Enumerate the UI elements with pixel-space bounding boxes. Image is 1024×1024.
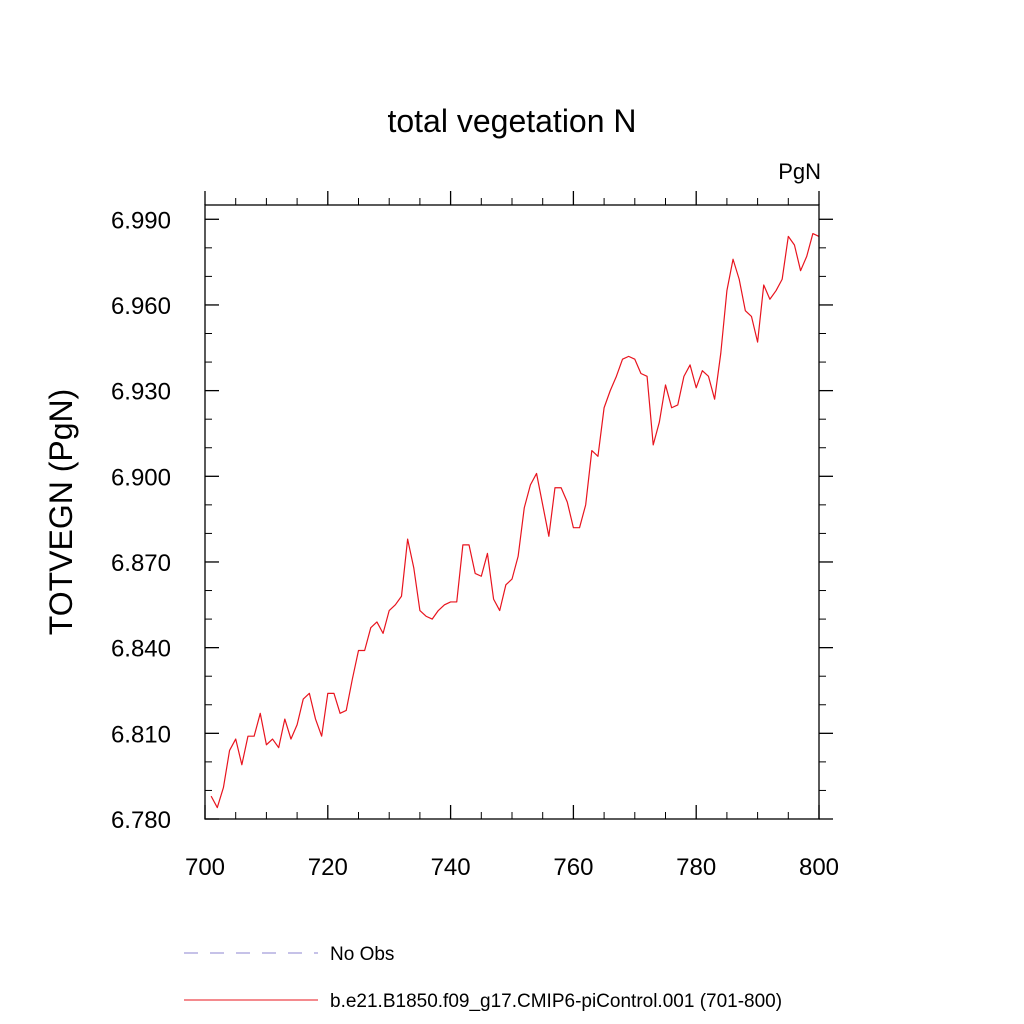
plot-frame bbox=[204, 204, 820, 820]
y-tick-label: 6.780 bbox=[111, 807, 171, 834]
y-tick-label: 6.900 bbox=[111, 464, 171, 491]
series-line-model bbox=[210, 232, 820, 809]
x-tick-label: 720 bbox=[308, 854, 348, 881]
y-axis-label: TOTVEGN (PgN) bbox=[43, 389, 79, 636]
y-tick-label: 6.810 bbox=[111, 721, 171, 748]
series-layer bbox=[210, 232, 820, 809]
tick-layer: 700 720 740 760 780 800 6.780 6.810 6.840 6.870 6.… bbox=[111, 191, 839, 881]
chart-title: total vegetation N bbox=[387, 103, 636, 139]
x-tick-label: 740 bbox=[431, 854, 471, 881]
x-tick-label: 780 bbox=[676, 854, 716, 881]
y-tick-label: 6.990 bbox=[111, 207, 171, 234]
legend-label-model: b.e21.B1850.f09_g17.CMIP6-piControl.001 … bbox=[330, 991, 782, 1012]
y-tick-label: 6.930 bbox=[111, 379, 171, 406]
x-tick-label: 800 bbox=[799, 854, 839, 881]
legend: No Obs b.e21.B1850.f09_g17.CMIP6-piContr… bbox=[184, 944, 782, 1012]
x-tick-label: 760 bbox=[553, 854, 593, 881]
units-label: PgN bbox=[778, 159, 821, 184]
x-tick-label: 700 bbox=[185, 854, 225, 881]
y-tick-label: 6.870 bbox=[111, 550, 171, 577]
legend-label-no-obs: No Obs bbox=[330, 944, 394, 965]
y-tick-label: 6.840 bbox=[111, 636, 171, 663]
y-tick-label: 6.960 bbox=[111, 293, 171, 320]
